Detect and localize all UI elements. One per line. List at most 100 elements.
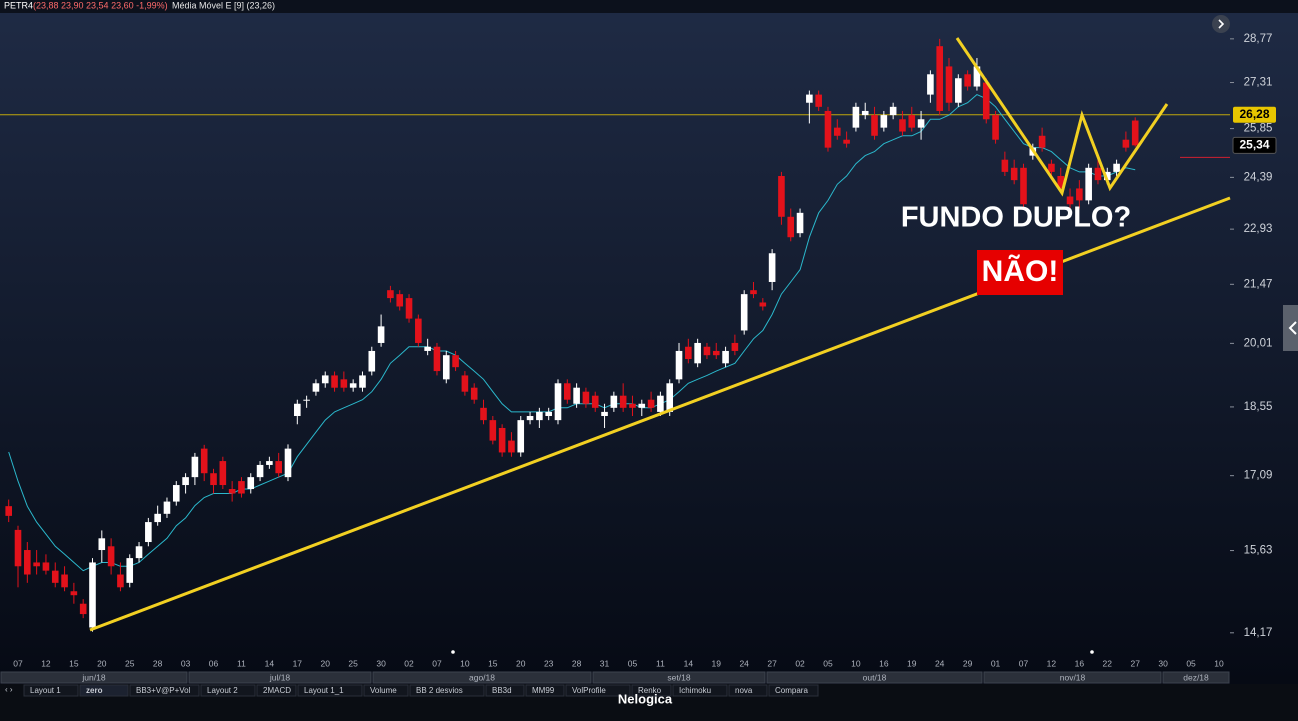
candle-body bbox=[1066, 196, 1074, 205]
x-tick-label: 30 bbox=[376, 658, 386, 668]
tab-background[interactable] bbox=[525, 684, 565, 697]
x-tick-label: 27 bbox=[1130, 658, 1140, 668]
candle-body bbox=[852, 106, 860, 128]
scroll-button[interactable] bbox=[1212, 15, 1230, 33]
marker-dot bbox=[1090, 650, 1094, 654]
tab-background[interactable] bbox=[672, 684, 728, 697]
x-tick-label: 28 bbox=[572, 658, 582, 668]
candle-body bbox=[424, 346, 431, 351]
candle-body bbox=[247, 477, 255, 490]
candle-body bbox=[442, 355, 450, 380]
candle-body bbox=[712, 350, 720, 356]
candle-body bbox=[740, 294, 748, 331]
candle-body bbox=[1010, 167, 1018, 181]
candle-body bbox=[1094, 167, 1102, 181]
candle-body bbox=[321, 375, 329, 384]
tab[interactable]: Layout 2 bbox=[207, 686, 238, 695]
tab-background[interactable] bbox=[363, 684, 409, 697]
candle-body bbox=[694, 342, 701, 364]
tab-background[interactable] bbox=[409, 684, 485, 697]
candle-body bbox=[340, 379, 348, 388]
candle-body bbox=[833, 127, 841, 136]
tab-background[interactable] bbox=[631, 684, 672, 697]
tab-background[interactable] bbox=[485, 684, 525, 697]
tab[interactable]: BB3d bbox=[492, 686, 512, 695]
tab-background[interactable] bbox=[728, 684, 768, 697]
w-pattern bbox=[955, 37, 1169, 197]
annotation-box bbox=[977, 250, 1063, 295]
candle-body bbox=[908, 115, 916, 128]
indicator-label: Média Móvel E [9] (23,26) bbox=[172, 0, 275, 10]
tab-background[interactable] bbox=[79, 684, 129, 697]
candle-body bbox=[955, 78, 962, 103]
tab-prev[interactable]: ‹ › bbox=[5, 685, 13, 694]
candle-body bbox=[899, 119, 906, 132]
candle-body bbox=[1038, 135, 1046, 148]
marker-dot bbox=[451, 650, 455, 654]
candle-body bbox=[294, 403, 301, 417]
x-tick-label: 07 bbox=[1019, 658, 1029, 668]
tab[interactable]: Volume bbox=[370, 686, 397, 695]
candle-body bbox=[843, 139, 850, 144]
candle-body bbox=[573, 387, 580, 404]
tab-background[interactable] bbox=[23, 684, 79, 697]
candle-body bbox=[79, 603, 87, 615]
tab[interactable]: VolProfile bbox=[572, 686, 606, 695]
x-tick-label: 23 bbox=[544, 658, 554, 668]
x-tick-label: 15 bbox=[488, 658, 498, 668]
tab[interactable]: nova bbox=[735, 686, 753, 695]
tab[interactable]: Layout 1 bbox=[30, 686, 61, 695]
candle-body bbox=[889, 106, 897, 116]
moving-average bbox=[8, 94, 1136, 572]
tab[interactable]: Compara bbox=[775, 686, 808, 695]
candle-body bbox=[182, 477, 189, 486]
tab[interactable]: BB3+V@P+Vol bbox=[136, 686, 191, 695]
tab-background[interactable] bbox=[200, 684, 256, 697]
candle-body bbox=[982, 82, 990, 120]
tab[interactable]: Ichimoku bbox=[679, 686, 711, 695]
candle-body bbox=[936, 46, 943, 111]
x-tick-label: 02 bbox=[404, 658, 414, 668]
x-tick-label: 19 bbox=[907, 658, 917, 668]
candle-body bbox=[172, 485, 180, 502]
tab-background[interactable] bbox=[565, 684, 631, 697]
candle-body bbox=[1020, 167, 1027, 205]
candle-body bbox=[1048, 163, 1055, 172]
tab[interactable]: Renko bbox=[638, 686, 662, 695]
price-label-box bbox=[1233, 106, 1276, 123]
candle-body bbox=[396, 294, 404, 307]
candle-body bbox=[1122, 139, 1130, 148]
candle-body bbox=[564, 383, 571, 400]
candle-body bbox=[675, 350, 683, 380]
y-tick-label: 20,01 bbox=[1244, 337, 1273, 349]
candle-body bbox=[666, 383, 674, 412]
candle-body bbox=[489, 420, 497, 441]
tab-background[interactable] bbox=[768, 684, 819, 697]
plot-background bbox=[0, 0, 1298, 684]
tab[interactable]: MM99 bbox=[532, 686, 555, 695]
x-tick-label: 06 bbox=[209, 658, 219, 668]
candle-body bbox=[610, 395, 618, 408]
x-tick-label: 24 bbox=[739, 658, 749, 668]
tab-background[interactable] bbox=[129, 684, 200, 697]
tab-background[interactable] bbox=[256, 684, 297, 697]
tab[interactable]: BB 2 desvios bbox=[416, 686, 463, 695]
candle-body bbox=[536, 411, 543, 421]
x-tick-label: 10 bbox=[460, 658, 470, 668]
candle-body bbox=[24, 550, 31, 575]
candle-body bbox=[759, 302, 767, 307]
x-tick-label: 10 bbox=[1214, 658, 1224, 668]
x-tick-label: 31 bbox=[600, 658, 610, 668]
tab[interactable]: zero bbox=[86, 686, 103, 695]
tab[interactable]: 2MACD bbox=[263, 686, 291, 695]
candle-body bbox=[1076, 188, 1083, 201]
tab[interactable]: Layout 1_1 bbox=[304, 686, 344, 695]
candle-body bbox=[470, 387, 478, 400]
x-tick-label: 20 bbox=[516, 658, 526, 668]
candle-body bbox=[405, 298, 413, 319]
x-tick-label: 20 bbox=[97, 658, 107, 668]
candle-body bbox=[1085, 167, 1092, 201]
y-tick-label: 24,39 bbox=[1244, 171, 1273, 183]
candle-body bbox=[703, 346, 711, 356]
tab-background[interactable] bbox=[297, 684, 363, 697]
